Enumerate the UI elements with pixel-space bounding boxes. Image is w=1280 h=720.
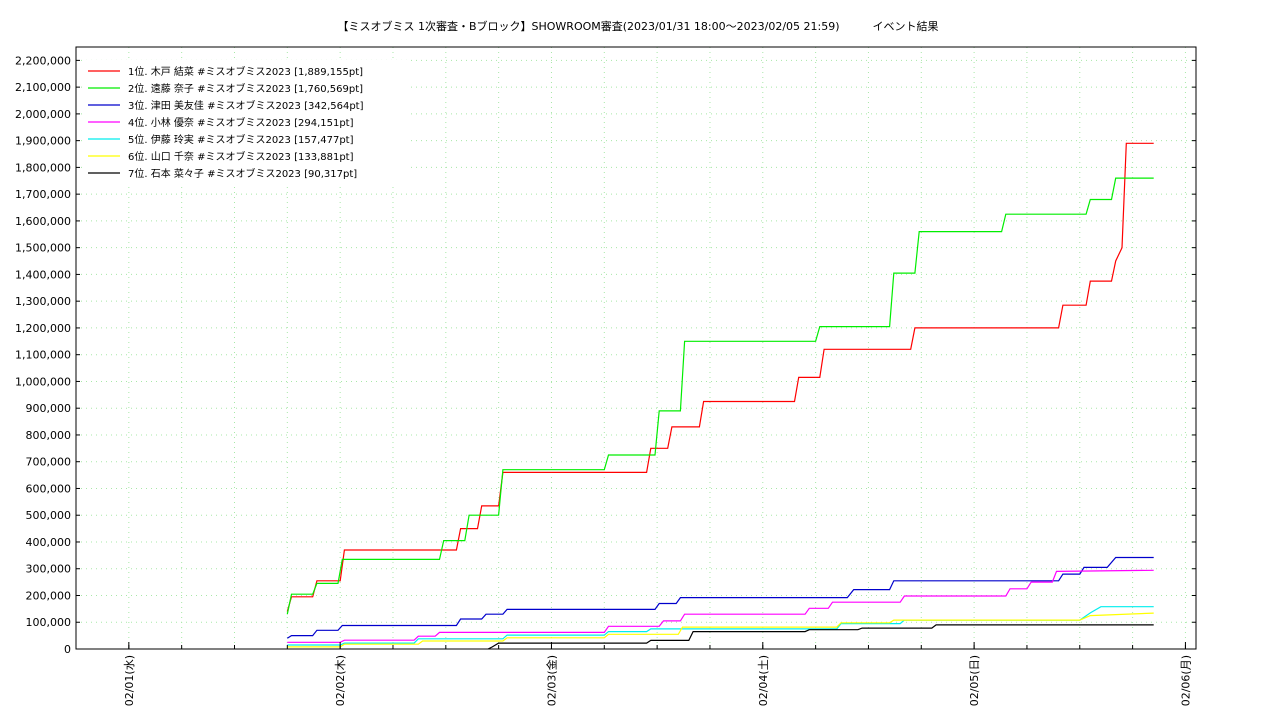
- grid: [76, 47, 1196, 649]
- y-tick-label: 500,000: [26, 509, 72, 522]
- series-lines: [286, 142, 1154, 650]
- y-tick-label: 1,800,000: [15, 161, 71, 174]
- y-tick-label: 400,000: [26, 536, 72, 549]
- legend-label: 4位. 小林 優奈 #ミスオブミス2023 [294,151pt]: [128, 116, 354, 129]
- legend-label: 5位. 伊藤 玲実 #ミスオブミス2023 [157,477pt]: [128, 133, 354, 146]
- y-tick-label: 800,000: [26, 429, 72, 442]
- legend: 1位. 木戸 結菜 #ミスオブミス2023 [1,889,155pt] 2位. 遠…: [82, 60, 408, 186]
- series-line: [286, 142, 1154, 612]
- x-tick-label: 02/01(水): [123, 655, 136, 706]
- y-tick-label: 0: [64, 643, 71, 656]
- x-tick-label: 02/03(金): [544, 655, 558, 706]
- plot-frame: [75, 46, 1197, 650]
- y-tick-label: 300,000: [26, 563, 72, 576]
- y-tick-label: 1,600,000: [15, 215, 71, 228]
- x-axis: 02/01(水) 02/02(木) 02/03(金) 02/04(土) 02/05(日)…: [123, 642, 1192, 706]
- series-line: [487, 624, 1154, 650]
- series-line: [286, 556, 1154, 639]
- y-tick-label: 1,700,000: [15, 188, 71, 201]
- legend-label: 7位. 石本 菜々子 #ミスオブミス2023 [90,317pt]: [128, 167, 357, 180]
- series-line: [287, 612, 1154, 648]
- y-tick-label: 200,000: [26, 589, 72, 602]
- x-tick-label: 02/06(月): [1179, 655, 1192, 706]
- chart-title: 【ミスオブミス 1次審査・Bブロック】SHOWROOM審査(2023/01/31…: [337, 19, 938, 33]
- x-tick-label: 02/02(木): [334, 655, 347, 706]
- x-tick-label: 02/05(日): [968, 655, 981, 706]
- legend-label: 1位. 木戸 結菜 #ミスオブミス2023 [1,889,155pt]: [128, 65, 363, 78]
- series-line: [286, 177, 1154, 615]
- y-tick-label: 1,500,000: [15, 242, 71, 255]
- series-line: [287, 569, 1154, 643]
- y-tick-label: 2,000,000: [15, 108, 71, 121]
- y-tick-label: 1,400,000: [15, 268, 71, 281]
- legend-label: 2位. 遠藤 奈子 #ミスオブミス2023 [1,760,569pt]: [128, 82, 363, 95]
- legend-background: [82, 60, 408, 186]
- legend-label: 3位. 津田 美友佳 #ミスオブミス2023 [342,564pt]: [128, 99, 364, 112]
- y-tick-label: 1,200,000: [15, 322, 71, 335]
- y-tick-label: 2,200,000: [15, 54, 71, 67]
- y-tick-label: 1,300,000: [15, 295, 71, 308]
- y-tick-label: 700,000: [26, 456, 72, 469]
- legend-label: 6位. 山口 千奈 #ミスオブミス2023 [133,881pt]: [128, 150, 354, 163]
- y-axis: 0 100,000 200,000 300,000 400,000 500,000 600,…: [15, 54, 1196, 656]
- y-tick-label: 900,000: [26, 402, 72, 415]
- y-tick-label: 600,000: [26, 482, 72, 495]
- x-tick-label: 02/04(土): [757, 655, 770, 706]
- y-tick-label: 2,100,000: [15, 81, 71, 94]
- y-tick-label: 1,000,000: [15, 375, 71, 388]
- y-tick-label: 100,000: [26, 616, 72, 629]
- y-tick-label: 1,100,000: [15, 349, 71, 362]
- y-tick-label: 1,900,000: [15, 135, 71, 148]
